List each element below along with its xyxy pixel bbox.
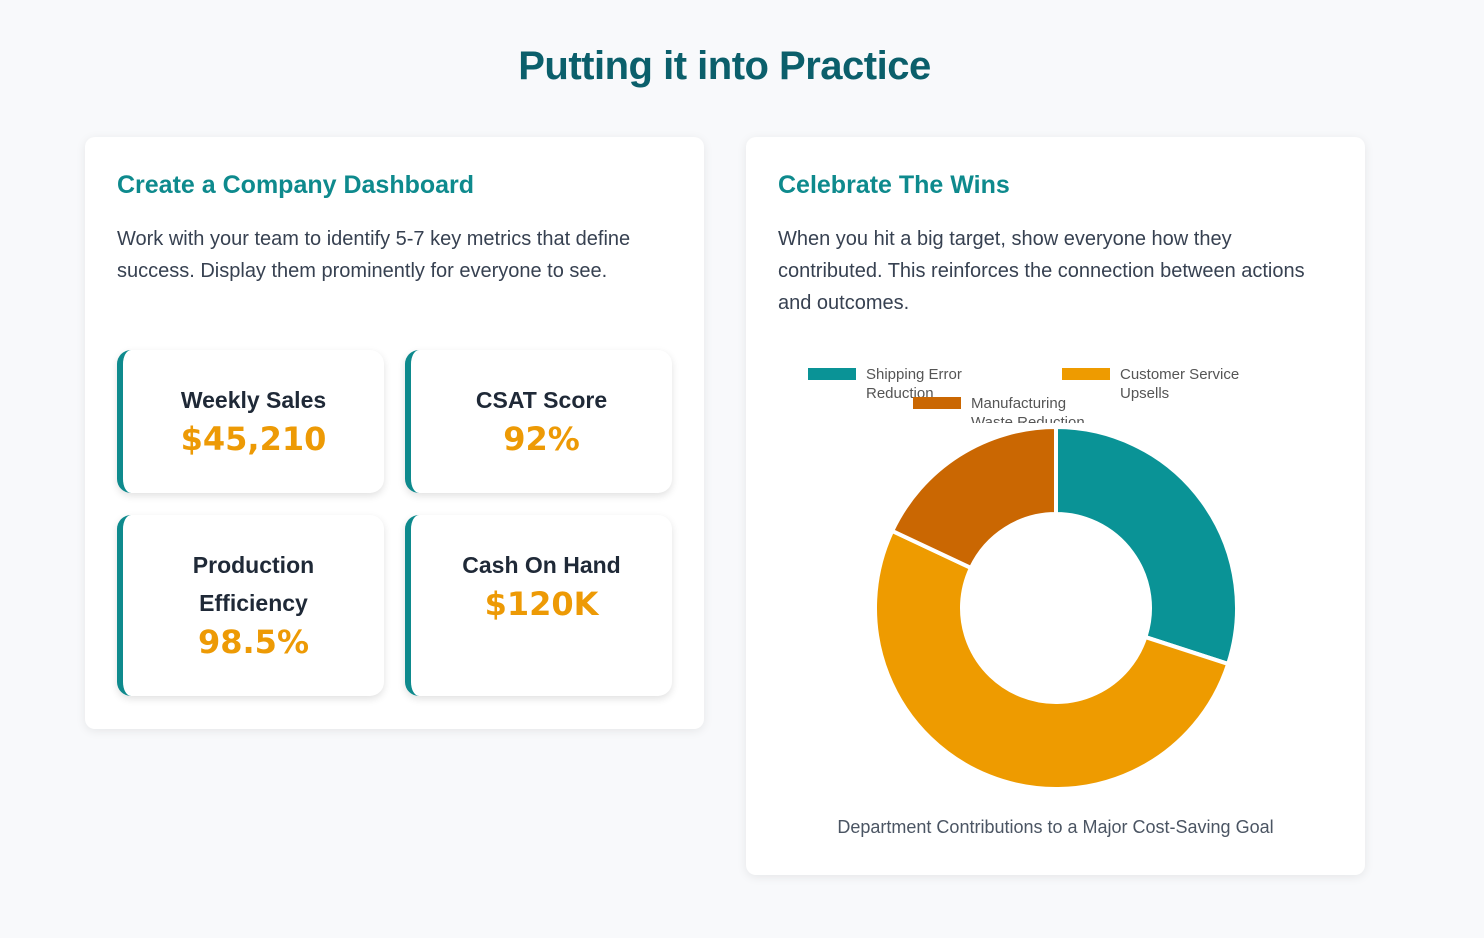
donut-slice-customer-service[interactable] (873, 528, 1231, 791)
dashboard-card-description: Work with your team to identify 5-7 key … (117, 228, 631, 282)
metric-card-cash-on-hand: Cash On Hand $120K (405, 515, 672, 696)
legend-item-customer-service[interactable]: Customer Service Upsells (1062, 365, 1262, 405)
metric-card-production-efficiency: Production Efficiency 98.5% (117, 515, 384, 696)
donut-slice-shipping[interactable] (1054, 424, 1239, 667)
legend-swatch (1062, 368, 1110, 380)
metric-card-csat-score: CSAT Score 92% (405, 350, 672, 493)
metric-label: Weekly Sales (180, 387, 327, 413)
legend-swatch (808, 368, 856, 380)
dashboard-card-title: Create a Company Dashboard (117, 171, 475, 199)
legend-swatch (913, 397, 961, 409)
metric-label: Cash On Hand (462, 552, 621, 578)
metric-value: 92% (503, 420, 580, 458)
legend-label: Manufacturing Waste Reduction (971, 395, 1085, 423)
metric-label: Production Efficiency (192, 552, 315, 616)
chart-caption: Department Contributions to a Major Cost… (837, 817, 1274, 837)
celebrate-card-description: When you hit a big target, show everyone… (778, 228, 1305, 314)
celebrate-card: Celebrate The Wins When you hit a big ta… (746, 137, 1365, 875)
legend-label: Customer Service Upsells (1120, 366, 1240, 402)
metric-card-weekly-sales: Weekly Sales $45,210 (117, 350, 384, 493)
metric-label: CSAT Score (475, 387, 608, 413)
celebrate-card-title: Celebrate The Wins (778, 171, 1010, 199)
metric-value: $120K (484, 585, 599, 623)
page-title: Putting it into Practice (518, 44, 931, 88)
dashboard-card: Create a Company Dashboard Work with you… (85, 137, 704, 729)
donut-slice-manufacturing[interactable] (889, 424, 1058, 571)
legend-item-manufacturing[interactable]: Manufacturing Waste Reduction (913, 394, 1103, 423)
donut-svg (873, 424, 1239, 791)
metric-value: 98.5% (197, 623, 309, 661)
metric-value: $45,210 (180, 420, 327, 458)
